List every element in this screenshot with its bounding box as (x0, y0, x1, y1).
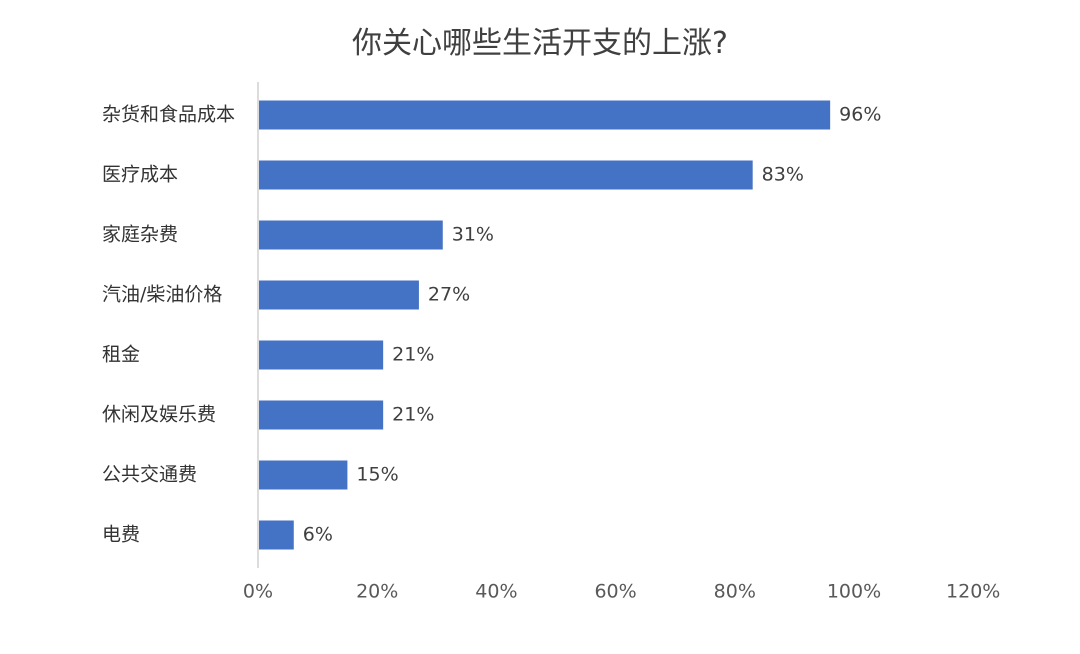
x-tick-label-2: 40% (475, 581, 517, 603)
x-tick-label-1: 20% (356, 581, 398, 603)
category-label-6: 公共交通费 (102, 464, 197, 486)
bar-4 (259, 340, 384, 370)
value-label-5: 21% (392, 404, 434, 426)
x-tick-label-6: 120% (946, 581, 1000, 603)
bar-1 (259, 160, 753, 190)
category-label-1: 医疗成本 (102, 164, 178, 186)
value-label-6: 15% (356, 464, 398, 486)
category-label-7: 电费 (102, 524, 140, 546)
value-label-0: 96% (839, 104, 881, 126)
value-labels: 96% 83% 31% 27% 21% 21% 15% 6% (303, 104, 882, 546)
value-label-3: 27% (428, 284, 470, 306)
category-label-2: 家庭杂费 (102, 224, 178, 246)
bar-3 (259, 280, 419, 310)
value-label-1: 83% (762, 164, 804, 186)
x-tick-label-5: 100% (827, 581, 881, 603)
bar-7 (259, 520, 294, 550)
category-label-3: 汽油/柴油价格 (102, 284, 222, 306)
bar-0 (259, 100, 831, 130)
x-tick-label-0: 0% (243, 581, 273, 603)
category-label-0: 杂货和食品成本 (102, 104, 235, 126)
x-tick-label-4: 80% (714, 581, 756, 603)
bar-2 (259, 220, 443, 250)
chart-title: 你关心哪些生活开支的上涨? (352, 26, 728, 61)
category-label-5: 休闲及娱乐费 (102, 404, 216, 426)
bar-6 (259, 460, 348, 490)
value-label-7: 6% (303, 524, 333, 546)
value-label-4: 21% (392, 344, 434, 366)
category-label-4: 租金 (102, 344, 140, 366)
value-label-2: 31% (452, 224, 494, 246)
x-tick-labels: 0% 20% 40% 60% 80% 100% 120% (243, 581, 1000, 603)
bars-group (259, 100, 831, 550)
x-tick-label-3: 60% (594, 581, 636, 603)
bar-5 (259, 400, 384, 430)
